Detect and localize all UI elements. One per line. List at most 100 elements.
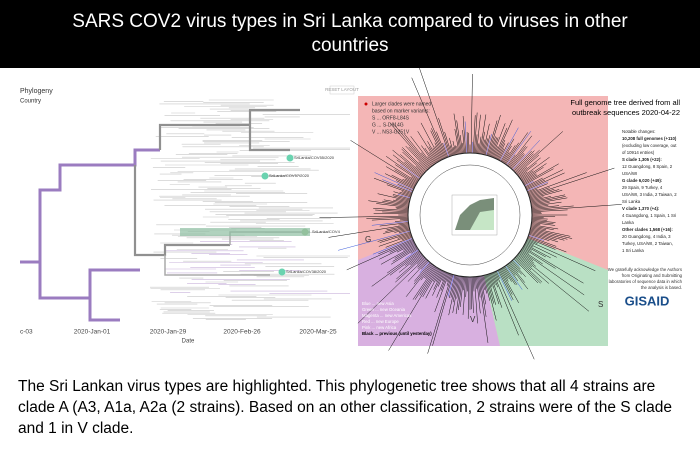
reset-button-label[interactable]: RESET LAYOUT (325, 87, 359, 92)
spike (516, 154, 540, 175)
spike (531, 204, 622, 211)
spike (449, 145, 454, 156)
clade-letter: V (470, 315, 476, 324)
spike (456, 120, 462, 154)
spike (443, 142, 450, 157)
spike (402, 151, 425, 173)
spike (515, 149, 540, 173)
spike (508, 146, 526, 167)
country-dropdown[interactable]: Country (20, 99, 41, 105)
spike (474, 112, 478, 154)
spike (493, 127, 508, 159)
spike (496, 270, 513, 301)
spike (512, 140, 540, 170)
spike (514, 257, 541, 284)
spike (508, 263, 526, 283)
spike (397, 194, 411, 199)
spike (400, 154, 424, 175)
spike (492, 146, 498, 158)
spike (429, 152, 437, 164)
spike (379, 241, 415, 260)
spike (394, 245, 417, 259)
spike (529, 188, 555, 198)
spike (523, 163, 559, 185)
spike (397, 233, 412, 239)
spike (399, 191, 412, 197)
spike (420, 122, 442, 161)
slide-title: SARS COV2 virus types in Sri Lanka compa… (0, 0, 700, 68)
spike (520, 250, 585, 296)
spike (398, 229, 410, 233)
change-note: 1 Sri Lanka (622, 248, 644, 253)
spike (373, 213, 409, 215)
spike (396, 242, 415, 253)
spike (444, 131, 453, 156)
spike (487, 114, 501, 156)
change-note: 12 Guangdong, 8 Spain, 2 (622, 164, 673, 169)
spike (452, 275, 459, 303)
spike (371, 217, 409, 221)
spike (385, 236, 413, 248)
panel-heading: Phylogeny (20, 88, 53, 95)
spike (392, 149, 423, 176)
spike (475, 134, 478, 154)
x-tick-label: c-03 (20, 329, 33, 336)
spike (470, 73, 473, 154)
legend-entry: Pink ... new Africa (362, 325, 397, 330)
spike (518, 157, 541, 177)
spike (531, 205, 560, 209)
spike (526, 181, 549, 192)
spike (395, 256, 425, 283)
clade-note: based on marker variants: (372, 108, 430, 114)
spike (526, 239, 596, 272)
spike (505, 132, 528, 165)
spike (372, 237, 413, 255)
spike (465, 276, 468, 297)
spike (530, 229, 568, 240)
spike (511, 260, 526, 278)
spike (456, 146, 459, 155)
spike (515, 131, 564, 174)
spike (405, 263, 433, 297)
spike (530, 196, 566, 204)
spike (471, 276, 474, 314)
reset-button[interactable] (329, 85, 355, 95)
highlight-tip (286, 154, 294, 162)
spike (524, 243, 551, 259)
clade-note: V ... NS3-G251V (372, 129, 410, 135)
spike (385, 166, 417, 185)
spike (475, 276, 477, 289)
spike (379, 222, 409, 227)
spike (531, 225, 554, 231)
spike (489, 137, 497, 157)
spike (492, 272, 519, 336)
spike (528, 234, 545, 241)
spike (434, 273, 450, 313)
spike (523, 245, 532, 251)
spike (512, 260, 521, 270)
spike (510, 261, 522, 275)
spike (525, 169, 564, 189)
spike (368, 200, 409, 207)
spike (456, 276, 461, 299)
acknowledgement: from Originating and Submitting (622, 273, 683, 278)
spike (392, 123, 431, 168)
spike (530, 226, 547, 231)
spike (525, 241, 557, 258)
spike (459, 135, 463, 154)
spike (522, 247, 556, 269)
spike (518, 252, 537, 267)
spike (466, 131, 469, 154)
spike (462, 143, 464, 154)
spike (479, 276, 487, 317)
x-axis-title: Date (182, 339, 195, 345)
spike (517, 254, 533, 268)
spike (432, 269, 441, 282)
legend-entry: Black ... previous (until yesterday) (362, 331, 432, 336)
spike (452, 146, 456, 155)
spike (319, 215, 409, 218)
spike (504, 266, 518, 285)
clade-note: Larger clades were named (372, 101, 431, 107)
spike (497, 148, 505, 160)
spike (486, 120, 498, 156)
